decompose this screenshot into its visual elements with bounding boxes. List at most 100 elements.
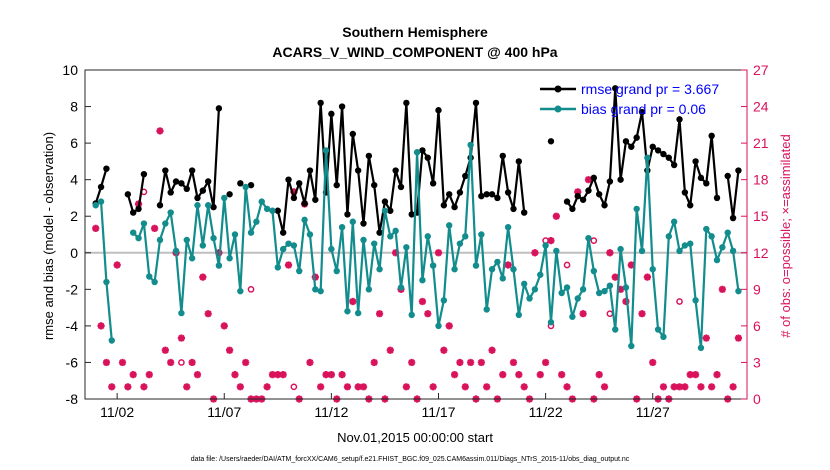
bias-point (494, 258, 501, 266)
rmse-point (612, 85, 619, 92)
bias-point (365, 286, 373, 293)
obs-possible-point (247, 285, 255, 293)
obs-assimilated-point (729, 383, 737, 391)
bias-point (371, 240, 378, 247)
obs-assimilated-point (616, 285, 625, 293)
rmse-point (520, 209, 528, 216)
bias-point (349, 218, 356, 225)
bias-point (312, 286, 319, 293)
x-tick-label: 11/17 (421, 404, 455, 420)
obs-assimilated-point (584, 176, 593, 184)
rmse-point (328, 110, 335, 118)
rmse-point (510, 205, 517, 213)
rmse-point (654, 147, 662, 154)
bias-point (478, 231, 485, 238)
bias-point (333, 267, 340, 275)
y-tick-label: 2 (70, 208, 78, 224)
bias-point (547, 319, 555, 326)
rmse-point (172, 178, 180, 185)
bias-point (258, 198, 265, 205)
obs-assimilated-point (338, 371, 346, 379)
rmse-point (703, 180, 710, 187)
rmse-point (569, 205, 576, 213)
bias-point (537, 271, 544, 278)
rmse-point (735, 167, 742, 174)
obs-assimilated-point (322, 371, 330, 379)
obs-assimilated-point (450, 371, 459, 379)
obs-assimilated-point (220, 322, 228, 330)
rmse-point (237, 180, 244, 187)
obs-assimilated-point (306, 358, 314, 367)
bias-point (606, 282, 614, 289)
obs-assimilated-point (483, 383, 491, 391)
y-axis-label: rmse and bias (model - observation) (41, 132, 56, 340)
obs-assimilated-point (445, 322, 453, 330)
obs-assimilated-point (199, 273, 207, 281)
bias-point (290, 242, 298, 249)
rmse-point (290, 194, 298, 202)
rmse-point (279, 229, 287, 236)
bias-point (92, 202, 99, 209)
y-tick-label: 8 (70, 99, 78, 115)
bias-point (419, 276, 426, 284)
bias-point (462, 233, 469, 240)
obs-assimilated-point (595, 371, 603, 379)
obs-assimilated-point (611, 273, 619, 281)
rmse-point (204, 178, 212, 185)
rmse-point (419, 147, 426, 154)
rmse-point (301, 200, 308, 207)
bias-point (210, 234, 217, 242)
obs-assimilated-point (579, 310, 587, 318)
obs-assimilated-point (408, 358, 416, 367)
rmse-point (494, 194, 501, 202)
rmse-point (124, 191, 132, 198)
obs-possible-point (563, 261, 571, 269)
bias-point (703, 225, 710, 233)
bias-point (242, 183, 249, 191)
rmse-point (681, 189, 689, 196)
bias-point (397, 284, 405, 291)
bias-point (483, 306, 490, 313)
rmse-point (403, 99, 410, 107)
rmse-point (670, 161, 678, 169)
rmse-point (676, 116, 683, 123)
obs-assimilated-point (129, 371, 137, 379)
obs-assimilated-point (440, 346, 448, 354)
rmse-point (622, 138, 630, 145)
bias-point (569, 313, 576, 320)
bias-point (654, 326, 662, 333)
bias-point (472, 262, 480, 269)
rmse-point (574, 192, 581, 200)
y2-tick-label: 21 (753, 135, 769, 151)
obs-assimilated-point (509, 358, 518, 367)
bias-point (708, 233, 715, 240)
bias-point (520, 280, 528, 288)
obs-assimilated-point (343, 383, 352, 391)
rmse-point (617, 176, 624, 183)
bias-point (221, 194, 228, 202)
obs-assimilated-point (370, 358, 378, 367)
obs-assimilated-point (686, 371, 694, 379)
bias-point (515, 311, 523, 319)
rmse-point (210, 203, 217, 211)
rmse-point (472, 99, 480, 107)
data-file-note: data file: /Users/raeder/DAI/ATM_forcXX/… (191, 456, 630, 463)
bias-point (188, 255, 196, 262)
obs-assimilated-point (600, 383, 609, 391)
bias-point (628, 342, 635, 350)
bias-point (644, 154, 651, 161)
rmse-point (274, 207, 282, 214)
bias-point (729, 247, 737, 255)
bias-point (135, 234, 142, 242)
bias-point (376, 266, 383, 273)
rmse-point (563, 198, 571, 205)
bias-point (585, 234, 592, 242)
obs-assimilated-point (558, 371, 566, 379)
obs-assimilated-point (317, 383, 325, 391)
bias-point (183, 236, 190, 244)
obs-assimilated-point (477, 358, 485, 367)
rmse-point (708, 132, 715, 139)
obs-assimilated-point (734, 334, 743, 342)
rmse-point (97, 183, 105, 191)
bias-point (488, 266, 496, 273)
